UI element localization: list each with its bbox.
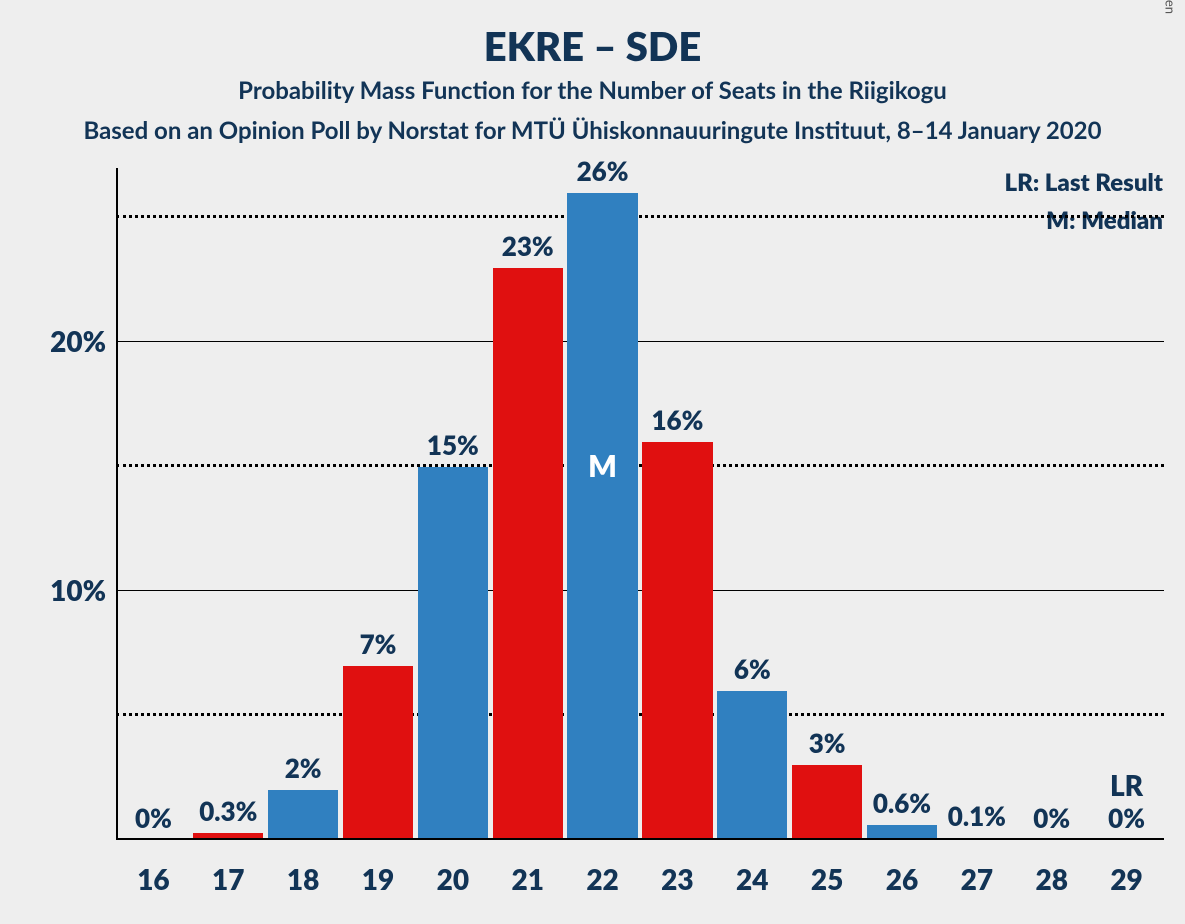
bar-value-label: 16% — [622, 404, 732, 436]
bar — [343, 666, 413, 840]
bar-value-label: 26% — [547, 155, 657, 187]
bar-value-label: 0% — [1071, 802, 1181, 834]
y-axis — [116, 168, 118, 840]
chart-methodology: Based on an Opinion Poll by Norstat for … — [0, 116, 1185, 145]
last-result-marker: LR — [1081, 768, 1171, 802]
chart-title: EKRE – SDE — [0, 22, 1185, 70]
bar-value-label: 3% — [772, 727, 882, 759]
bar-value-label: 7% — [323, 628, 433, 660]
bar — [642, 442, 712, 840]
bar-value-label: 0.3% — [173, 795, 283, 827]
x-tick-label: 29 — [1081, 862, 1171, 896]
x-axis — [116, 838, 1164, 840]
bar — [268, 790, 338, 840]
copyright-label: © 2021 Filip van Laenen — [1163, 0, 1179, 14]
gridline — [116, 590, 1164, 591]
plot-area: 10%20%0%160.3%172%187%1915%2023%2126%221… — [116, 168, 1164, 840]
bar-value-label: 6% — [697, 653, 807, 685]
y-tick-label: 10% — [16, 573, 106, 607]
chart-root: EKRE – SDE Probability Mass Function for… — [0, 0, 1185, 924]
bar-value-label: 23% — [473, 230, 583, 262]
bar-value-label: 15% — [398, 429, 508, 461]
bar — [567, 193, 637, 840]
gridline — [116, 713, 1164, 716]
chart-subtitle: Probability Mass Function for the Number… — [0, 76, 1185, 105]
bar — [418, 467, 488, 840]
gridline — [116, 341, 1164, 342]
gridline — [116, 464, 1164, 467]
bar — [493, 268, 563, 840]
bar-value-label: 2% — [248, 752, 358, 784]
gridline — [116, 215, 1164, 218]
y-tick-label: 20% — [16, 324, 106, 358]
bar — [717, 691, 787, 840]
